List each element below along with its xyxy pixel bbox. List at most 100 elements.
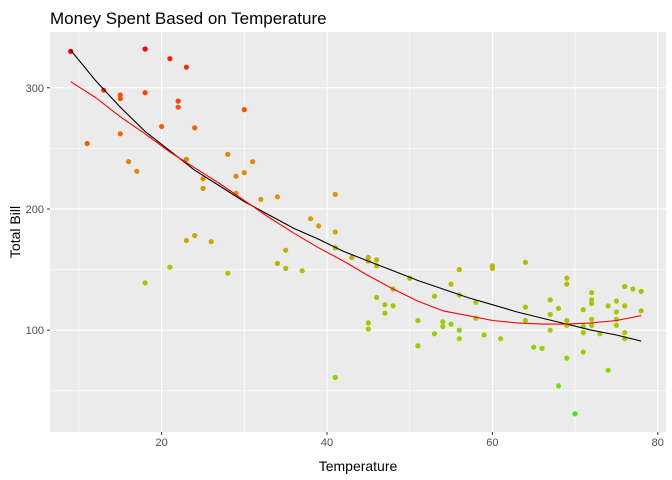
data-point [547, 297, 553, 303]
data-point [258, 196, 264, 202]
data-point [564, 355, 570, 361]
data-point [555, 305, 562, 311]
y-axis-title: Total Bill [7, 206, 23, 258]
data-point [374, 257, 380, 263]
data-point [622, 330, 628, 336]
data-point [415, 343, 421, 349]
data-point [225, 270, 231, 276]
data-point [613, 298, 620, 304]
data-point [613, 309, 620, 315]
data-point [589, 290, 595, 296]
data-point [316, 223, 322, 229]
data-point [200, 185, 206, 191]
x-axis-title: Temperature [319, 458, 398, 474]
data-point [489, 265, 495, 271]
data-point [522, 304, 529, 310]
data-point [134, 168, 140, 174]
data-point [167, 56, 173, 62]
data-point [183, 156, 189, 162]
y-tick-label: 300 [26, 83, 44, 95]
data-point [498, 336, 504, 342]
data-point [431, 331, 438, 337]
data-point [142, 90, 148, 96]
data-point [299, 268, 305, 274]
major-gridlines [50, 32, 666, 432]
y-axis: 100 200 300 [26, 83, 50, 337]
data-point [225, 151, 231, 157]
data-point [580, 349, 586, 355]
data-point [117, 96, 123, 102]
data-point [374, 294, 380, 301]
data-point [547, 327, 553, 333]
data-point [283, 247, 289, 253]
data-point [365, 320, 371, 326]
data-point [473, 299, 479, 305]
data-point [192, 125, 198, 131]
data-point [456, 327, 462, 333]
data-point [622, 283, 628, 290]
data-point [564, 317, 570, 324]
y-tick-label: 100 [26, 325, 44, 337]
x-tick-label: 40 [321, 437, 333, 449]
data-point [622, 303, 628, 309]
data-point [539, 345, 545, 351]
data-point [332, 374, 338, 381]
data-point [142, 280, 148, 286]
data-point [175, 98, 181, 104]
data-point [68, 48, 74, 55]
data-points [68, 46, 644, 417]
data-point [183, 237, 189, 244]
data-point [365, 254, 371, 261]
data-point [84, 140, 90, 147]
data-point [522, 259, 529, 265]
x-tick-label: 20 [155, 437, 167, 449]
data-point [241, 170, 247, 176]
x-tick-label: 80 [652, 437, 664, 449]
x-axis: 20 40 60 80 [155, 432, 664, 449]
data-point [283, 265, 289, 271]
data-point [605, 367, 611, 373]
y-tick-label: 200 [26, 204, 44, 216]
data-point [382, 310, 388, 316]
data-point [589, 300, 595, 307]
data-point [440, 323, 446, 330]
data-point [126, 159, 132, 165]
data-point [448, 281, 454, 287]
data-point [332, 229, 338, 235]
data-point [241, 107, 247, 113]
data-point [531, 344, 537, 350]
data-point [522, 317, 529, 324]
data-point [589, 322, 595, 328]
data-point [200, 176, 206, 182]
data-point [192, 233, 198, 239]
data-point [555, 383, 562, 389]
data-point [117, 131, 123, 137]
chart-title: Money Spent Based on Temperature [50, 9, 327, 28]
data-point [274, 194, 280, 200]
data-point [349, 254, 355, 261]
data-point [159, 123, 165, 130]
data-point [580, 307, 586, 313]
data-point [390, 303, 396, 309]
data-point [431, 293, 438, 299]
x-tick-label: 60 [486, 437, 498, 449]
data-point [307, 216, 314, 222]
data-point [481, 332, 487, 338]
data-point [589, 316, 595, 322]
data-point [630, 286, 636, 292]
data-point [250, 159, 256, 165]
data-point [564, 281, 570, 287]
data-point [382, 302, 388, 308]
data-point [332, 191, 338, 197]
data-point [456, 336, 462, 342]
data-point [638, 308, 644, 314]
data-point [564, 275, 570, 281]
data-point [415, 317, 421, 324]
data-point [440, 319, 446, 325]
smooth-lines [70, 49, 642, 342]
data-point [572, 411, 578, 417]
black-smooth-line [70, 49, 642, 342]
data-point [365, 326, 371, 332]
data-point [448, 321, 454, 327]
